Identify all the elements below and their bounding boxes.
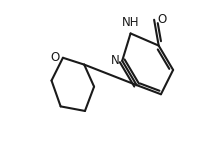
Text: O: O [157,13,166,26]
Text: NH: NH [122,16,139,29]
Text: O: O [51,51,60,64]
Text: N: N [110,54,119,67]
